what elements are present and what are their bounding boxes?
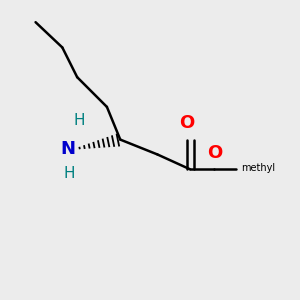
Text: H: H [74, 113, 85, 128]
Text: H: H [64, 166, 76, 181]
Text: O: O [207, 144, 222, 162]
Text: N: N [61, 140, 76, 158]
Text: O: O [179, 114, 195, 132]
Text: methyl: methyl [241, 163, 275, 173]
